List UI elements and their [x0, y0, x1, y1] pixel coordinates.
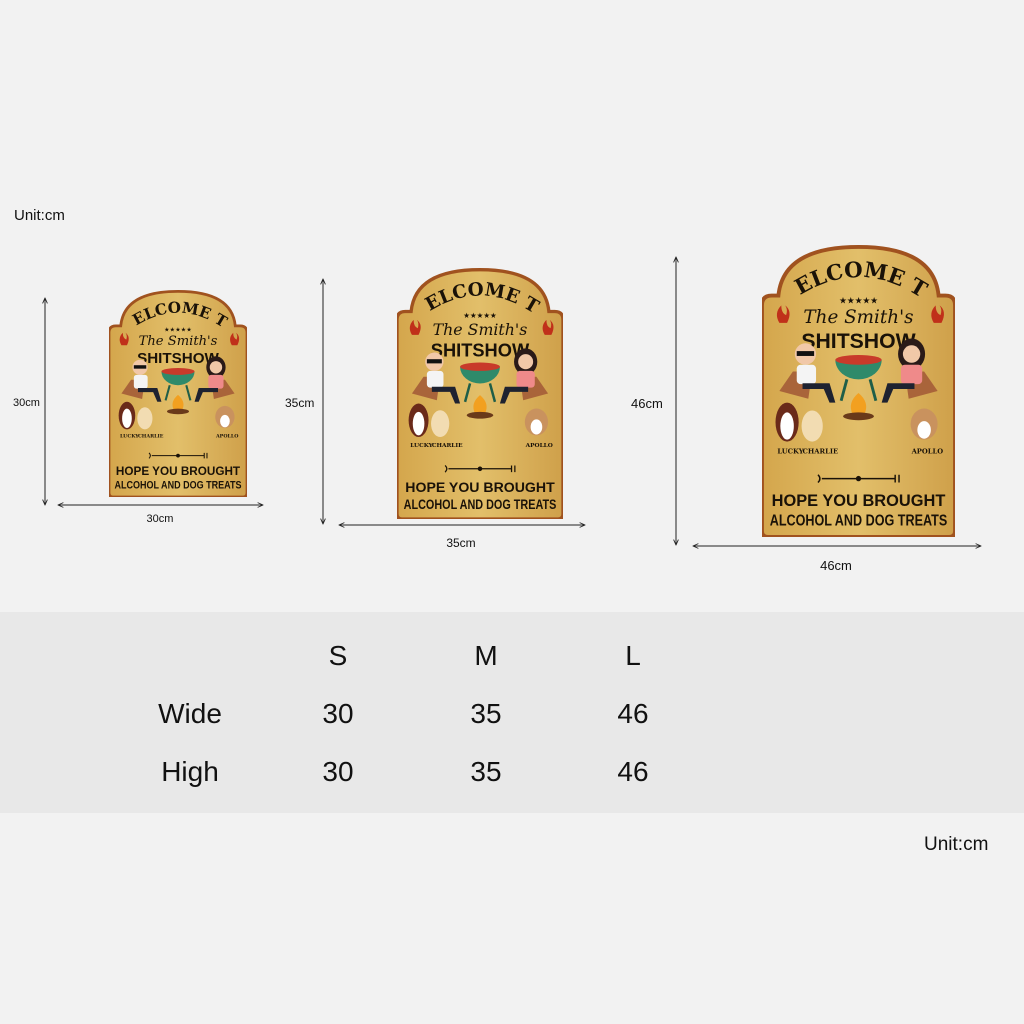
- dog-name: LUCKY: [410, 443, 433, 449]
- sign-family-name: The Smith's: [433, 320, 528, 339]
- flame-icon: [776, 305, 790, 323]
- sign-family-name: The Smith's: [803, 307, 913, 328]
- sign-family-name: The Smith's: [139, 334, 218, 349]
- dog-name: CHARLIE: [432, 443, 463, 449]
- width-label-s: 30cm: [146, 513, 174, 525]
- sign-footer-line1: HOPE YOU BROUGHT: [405, 480, 555, 496]
- campfire-illustration: [166, 394, 190, 415]
- table-cell: 35: [470, 698, 502, 729]
- table-header-s: S: [328, 640, 348, 671]
- campfire-illustration: [466, 395, 494, 419]
- row-label-wide: Wide: [158, 698, 222, 729]
- table-cell: 46: [617, 756, 649, 787]
- dog-name: APOLLO: [911, 447, 944, 455]
- sign-footer-line1: HOPE YOU BROUGHT: [772, 492, 946, 510]
- sign-title: SHITSHOW: [801, 329, 916, 353]
- flame-icon: [931, 305, 944, 323]
- sign-preview-m: WELCOME TO ★★★★★ The Smith's SHITSHOW LU…: [397, 268, 563, 519]
- size-table: S M L Wide 30 35 46 High 30 35 46: [0, 612, 1024, 813]
- woman-character: [194, 356, 235, 402]
- sign-footer-line2: ALCOHOL AND DOG TREATS: [115, 480, 242, 492]
- dog-name: CHARLIE: [138, 434, 164, 440]
- dog-name: CHARLIE: [803, 447, 839, 455]
- width-label-m: 35cm: [446, 536, 476, 550]
- bbq-fork-divider: [817, 474, 900, 484]
- unit-label-bottom: Unit:cm: [924, 834, 989, 855]
- sign-title: SHITSHOW: [431, 340, 530, 361]
- dog-illustrations: [118, 401, 235, 430]
- table-cell: 30: [322, 756, 354, 787]
- flame-icon: [119, 332, 129, 346]
- woman-character: [881, 338, 938, 403]
- height-label-m: 35cm: [285, 396, 315, 410]
- sign-footer-line1: HOPE YOU BROUGHT: [116, 465, 241, 478]
- man-character: [121, 359, 162, 402]
- height-label-s: 30cm: [13, 397, 40, 409]
- dog-name: APOLLO: [215, 434, 239, 440]
- unit-label-top: Unit:cm: [14, 207, 65, 224]
- table-header-l: L: [625, 640, 641, 671]
- bbq-fork-divider: [444, 465, 516, 473]
- stars-decoration: ★★★★★: [164, 326, 192, 333]
- stars-decoration: ★★★★★: [839, 295, 878, 305]
- sign-title: SHITSHOW: [137, 350, 219, 367]
- grill-illustration: [161, 367, 195, 401]
- row-label-high: High: [161, 756, 219, 787]
- woman-character: [499, 348, 549, 404]
- dog-name: APOLLO: [525, 443, 553, 449]
- height-label-l: 46cm: [631, 396, 663, 411]
- flame-icon: [542, 319, 554, 335]
- table-cell: 46: [617, 698, 649, 729]
- table-cell: 35: [470, 756, 502, 787]
- flame-icon: [409, 319, 421, 335]
- dog-name: LUCKY: [777, 447, 803, 455]
- table-header-m: M: [474, 640, 498, 671]
- grill-illustration: [835, 354, 882, 402]
- grill-illustration: [460, 362, 500, 403]
- dog-name: LUCKY: [120, 434, 139, 440]
- sign-footer-line2: ALCOHOL AND DOG TREATS: [770, 512, 948, 529]
- sign-footer-line2: ALCOHOL AND DOG TREATS: [404, 497, 557, 512]
- man-character: [411, 352, 461, 404]
- dog-illustrations: [775, 402, 938, 442]
- man-character: [779, 343, 836, 403]
- sign-preview-s: WELCOME TO ★★★★★ The Smith's SHITSHOW LU…: [109, 290, 247, 497]
- width-label-l: 46cm: [820, 558, 852, 573]
- bbq-fork-divider: [148, 452, 208, 459]
- flame-icon: [230, 332, 240, 346]
- table-cell: 30: [322, 698, 354, 729]
- dog-illustrations: [408, 403, 549, 438]
- stars-decoration: ★★★★★: [463, 311, 497, 320]
- sign-preview-l: WELCOME TO ★★★★★ The Smith's SHITSHOW LU…: [762, 245, 955, 537]
- campfire-illustration: [843, 392, 874, 421]
